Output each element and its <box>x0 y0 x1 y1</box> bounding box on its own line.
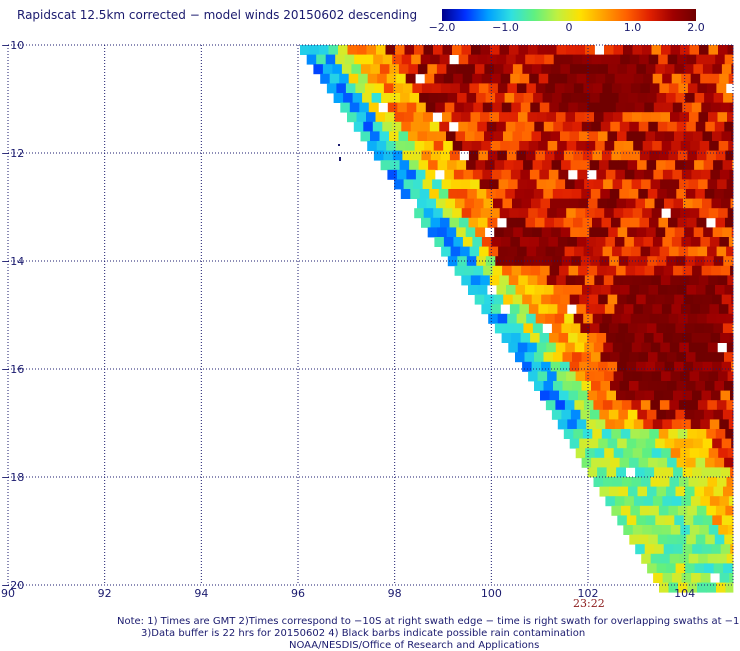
lat-tick-label: −14 <box>1 255 24 268</box>
colorbar <box>442 9 696 21</box>
map-title: Rapidscat 12.5km corrected − model winds… <box>17 8 418 22</box>
graticule <box>7 44 734 586</box>
note-line-2: 3)Data buffer is 22 hrs for 20150602 4) … <box>141 628 586 639</box>
colorbar-tick-label: 1.0 <box>623 21 642 34</box>
lon-tick-label: 102 <box>578 587 599 600</box>
note-line-1: Note: 1) Times are GMT 2)Times correspon… <box>117 616 740 627</box>
note-line-3: NOAA/NESDIS/Office of Research and Appli… <box>289 640 540 651</box>
lon-tick-label: 98 <box>388 587 402 600</box>
axis-labels: 90 92 94 96 98 100 102 104 −10 −12 −14 −16 −18 −20 <box>1 39 695 600</box>
rain-flag-markers <box>338 144 341 161</box>
colorbar-tick-label: 0 <box>565 21 573 34</box>
lon-tick-label: 92 <box>98 587 112 600</box>
lat-tick-label: −12 <box>1 147 24 160</box>
colorbar-tick-label: 2.0 <box>687 21 705 34</box>
colorbar-tick-label: −1.0 <box>492 21 519 34</box>
lat-tick-label: −20 <box>1 579 24 592</box>
lon-tick-label: 96 <box>291 587 305 600</box>
swath-time-label: 23:22 <box>573 597 605 610</box>
lat-tick-label: −18 <box>1 471 24 484</box>
lat-tick-label: −16 <box>1 363 24 376</box>
lon-tick-label: 100 <box>481 587 502 600</box>
swath-cells <box>300 45 734 593</box>
lat-tick-label: −10 <box>1 39 24 52</box>
lon-tick-label: 90 <box>1 587 15 600</box>
lon-tick-label: 104 <box>674 587 695 600</box>
lon-tick-label: 94 <box>194 587 208 600</box>
colorbar-tick-label: −2.0 <box>428 21 456 34</box>
